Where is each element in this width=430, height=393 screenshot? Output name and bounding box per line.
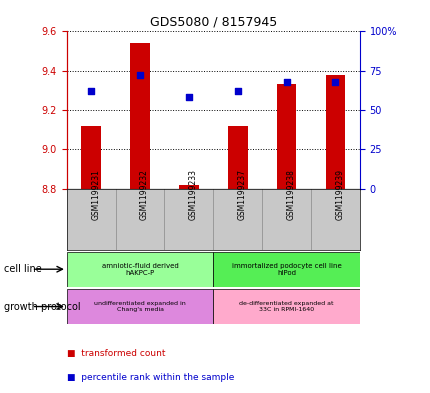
Text: de-differentiated expanded at
33C in RPMI-1640: de-differentiated expanded at 33C in RPM… <box>239 301 333 312</box>
Text: ■  percentile rank within the sample: ■ percentile rank within the sample <box>67 373 233 382</box>
Text: ■  transformed count: ■ transformed count <box>67 349 165 358</box>
Text: GSM1199239: GSM1199239 <box>335 169 344 220</box>
Bar <box>213 252 359 287</box>
Text: growth protocol: growth protocol <box>4 301 81 312</box>
Bar <box>276 84 296 189</box>
Bar <box>325 75 344 189</box>
Point <box>136 72 143 79</box>
Bar <box>67 252 213 287</box>
Text: GSM1199231: GSM1199231 <box>91 169 100 220</box>
Point <box>283 79 289 85</box>
Text: GSM1199233: GSM1199233 <box>188 169 197 220</box>
Text: GSM1199238: GSM1199238 <box>286 169 295 220</box>
Text: GSM1199232: GSM1199232 <box>140 169 149 220</box>
Title: GDS5080 / 8157945: GDS5080 / 8157945 <box>149 16 276 29</box>
Text: amniotic-fluid derived
hAKPC-P: amniotic-fluid derived hAKPC-P <box>101 263 178 276</box>
Bar <box>179 185 198 189</box>
Bar <box>81 126 101 189</box>
Text: immortalized podocyte cell line
hIPod: immortalized podocyte cell line hIPod <box>231 263 341 276</box>
Text: undifferentiated expanded in
Chang's media: undifferentiated expanded in Chang's med… <box>94 301 185 312</box>
Bar <box>213 289 359 324</box>
Bar <box>227 126 247 189</box>
Point <box>331 79 338 85</box>
Text: GSM1199237: GSM1199237 <box>237 169 246 220</box>
Text: cell line: cell line <box>4 264 42 274</box>
Point <box>234 88 241 94</box>
Point <box>88 88 95 94</box>
Bar <box>130 43 150 189</box>
Point <box>185 94 192 101</box>
Bar <box>67 289 213 324</box>
